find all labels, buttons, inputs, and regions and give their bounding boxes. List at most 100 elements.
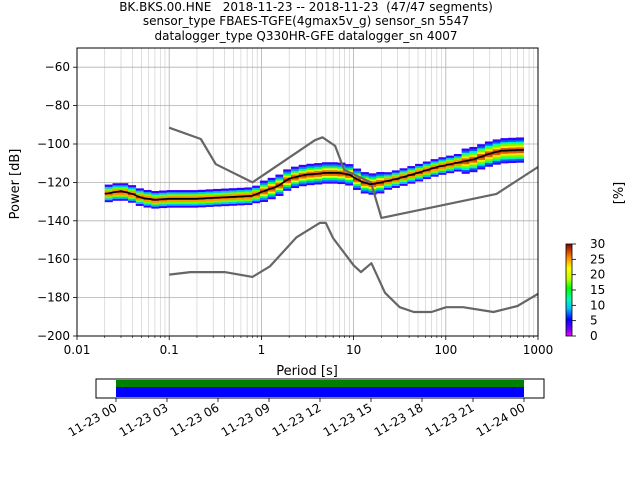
psd-cell [477, 161, 486, 164]
psd-cell [469, 164, 478, 167]
psd-cell [469, 169, 478, 173]
timeline-tick-label: 11-23 18 [372, 400, 426, 439]
psd-cell [228, 203, 237, 206]
psd-cell [259, 194, 268, 197]
psd-cell [329, 168, 338, 171]
psd-cell [391, 172, 400, 175]
psd-cell [500, 138, 509, 141]
psd-cell [252, 197, 261, 200]
psd-cell [174, 195, 183, 199]
psd-cell [298, 166, 307, 169]
timeline-tick-label: 11-23 06 [168, 400, 222, 439]
psd-cell [461, 165, 470, 169]
psd-cell [112, 185, 121, 188]
timeline-tick-label: 11-23 00 [66, 400, 120, 439]
psd-cell [252, 201, 261, 204]
psd-cell [500, 161, 509, 164]
psd-cell [492, 139, 501, 142]
psd-cell [151, 200, 160, 203]
psd-cell [236, 203, 245, 206]
psd-cell [515, 147, 525, 150]
psd-cell [166, 192, 175, 195]
psd-cell [407, 177, 416, 180]
psd-cell [477, 151, 486, 155]
psd-cell [329, 164, 338, 167]
psd-cell [244, 193, 253, 196]
psd-cell [267, 181, 276, 184]
psd-cell [267, 189, 276, 192]
psd-cell [500, 151, 509, 154]
y-axis-label: Power [dB] [8, 149, 23, 220]
psd-cell [422, 165, 431, 168]
psd-cell [384, 181, 393, 185]
psd-cell [298, 168, 307, 171]
psd-cell [515, 150, 525, 154]
psd-cell [290, 170, 300, 173]
psd-cell [484, 164, 493, 167]
psd-cell [112, 183, 121, 186]
timeline-tick-label: 11-23 03 [117, 400, 171, 439]
psd-cell [508, 160, 517, 164]
psd-cell [190, 199, 199, 202]
psd-cell [469, 156, 478, 159]
psd-cell [477, 165, 486, 168]
psd-cell [415, 173, 424, 176]
psd-cell [500, 147, 509, 150]
psd-cell [508, 151, 517, 154]
psd-cell [360, 185, 369, 188]
psd-cell [368, 181, 377, 184]
psd-cell [360, 174, 369, 177]
psd-cell [329, 162, 338, 165]
psd-cell [151, 202, 160, 205]
psd-cell [484, 151, 493, 154]
psd-cell [430, 168, 439, 171]
psd-cell [290, 166, 300, 169]
psd-cell [104, 186, 113, 189]
psd-cell [399, 183, 408, 186]
psd-cell [376, 177, 385, 181]
psd-cell [314, 163, 323, 166]
psd-cell [267, 193, 276, 196]
timeline-tick-label: 11-23 21 [423, 400, 477, 439]
timeline-tick-label: 11-23 09 [219, 400, 273, 439]
psd-cell [228, 190, 237, 193]
psd-cell [267, 179, 276, 182]
psd-cell [508, 156, 517, 160]
psd-cell [353, 170, 362, 173]
psd-cell [166, 205, 175, 208]
psd-cell [337, 166, 346, 169]
psd-cell [391, 183, 400, 187]
psd-cell [492, 160, 501, 163]
psd-cell [337, 176, 346, 179]
psd-cell [337, 177, 346, 181]
psd-cell [399, 179, 408, 183]
psd-cell [469, 166, 478, 169]
psd-cell [500, 140, 509, 143]
psd-cell [461, 158, 470, 161]
psd-cell [391, 170, 400, 173]
psd-cell [484, 162, 493, 165]
psd-cell [174, 203, 183, 206]
psd-cell [453, 169, 462, 172]
psd-cell [430, 162, 439, 166]
psd-cell [197, 191, 206, 194]
psd-cell [484, 149, 493, 152]
psd-cell [415, 175, 424, 178]
psd-cell [329, 177, 338, 180]
psd-cell [492, 143, 501, 146]
psd-cell [314, 168, 323, 172]
psd-cell [166, 199, 175, 202]
psd-cell [337, 174, 346, 177]
y-tick-label: −100 [37, 137, 70, 151]
psd-cell [508, 147, 517, 150]
psd-cell [376, 172, 385, 175]
psd-cell [415, 167, 424, 170]
psd-cell [508, 155, 517, 158]
noise-models [104, 126, 538, 314]
psd-cell [104, 188, 113, 191]
psd-cell [384, 174, 393, 177]
psd-cell [205, 204, 214, 207]
psd-cell [174, 205, 183, 208]
